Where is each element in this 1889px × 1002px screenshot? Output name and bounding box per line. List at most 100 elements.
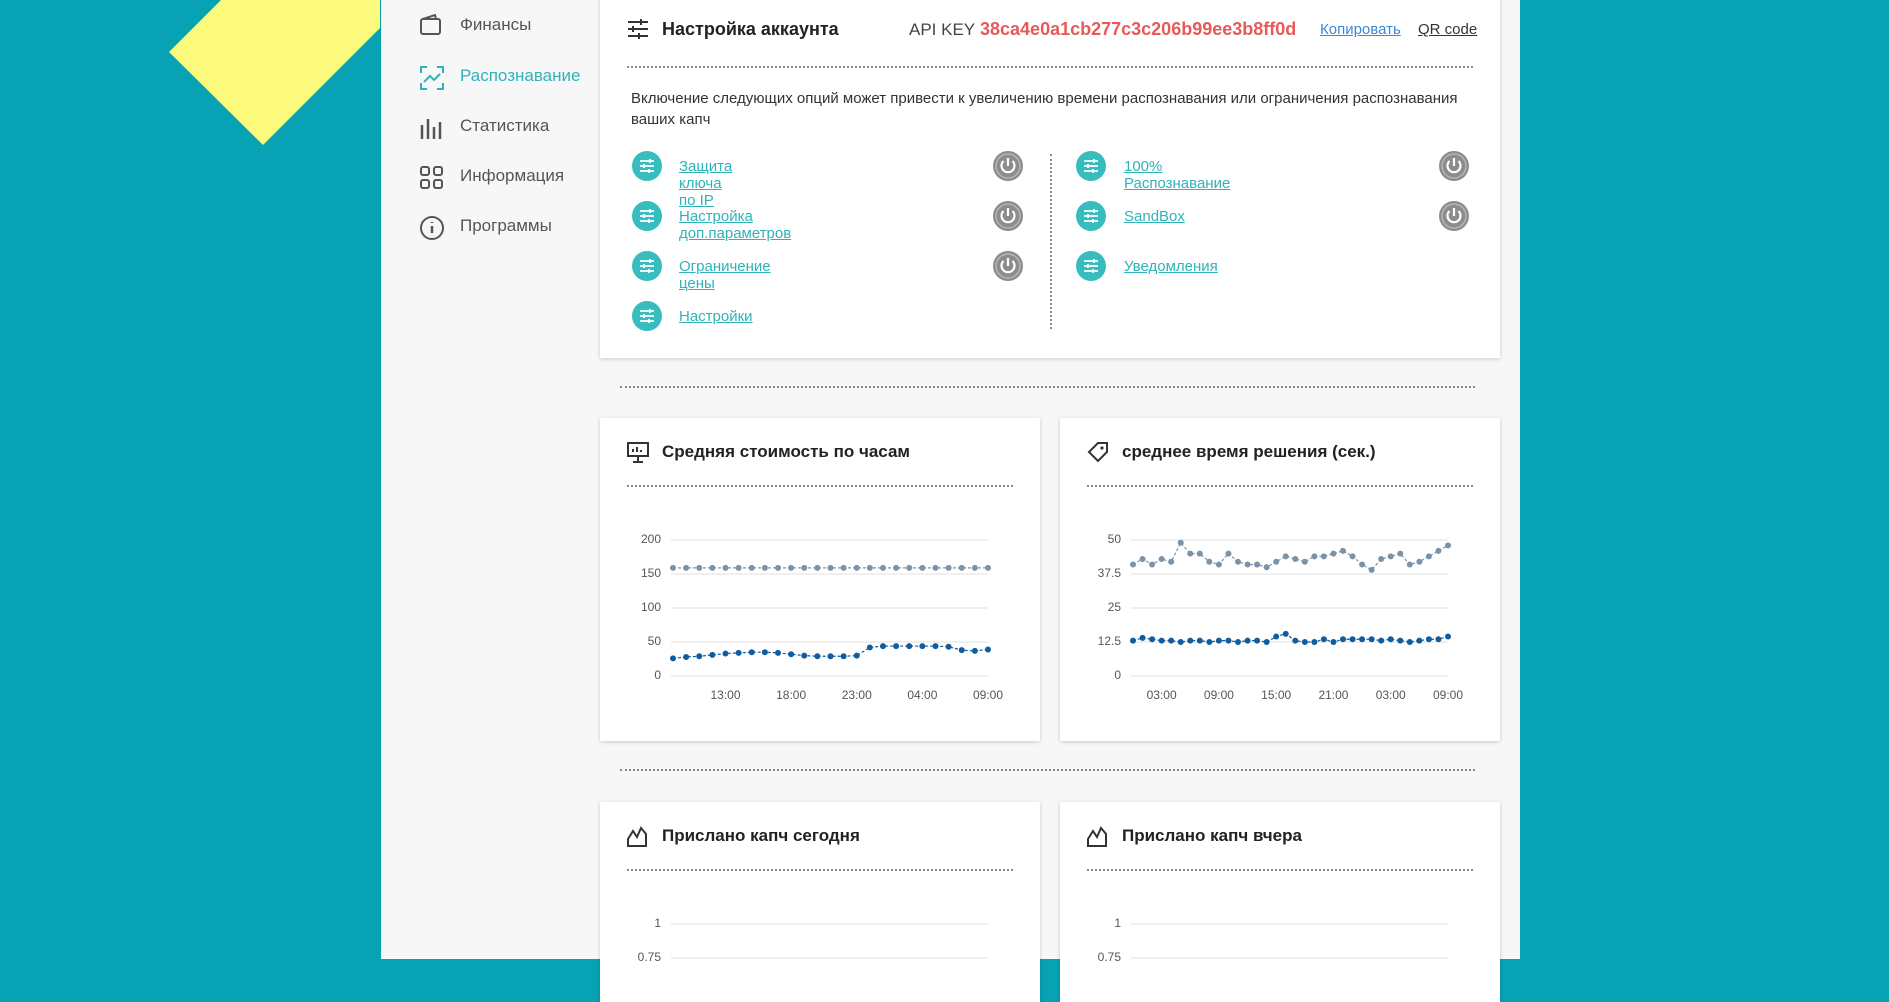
option-link[interactable]: Уведомления [1124, 258, 1218, 275]
point [1254, 637, 1261, 644]
card-title: Настройка аккаунта [662, 19, 839, 39]
point [1273, 558, 1280, 565]
chart: 0 50 100 150 200 13:00 18:00 23:00 04:00 09:00 [641, 532, 1003, 702]
point [683, 653, 690, 660]
point [1177, 539, 1184, 546]
nav-item[interactable]: Информация [460, 166, 565, 185]
x-tick-label: 09:00 [973, 688, 1003, 702]
option-link[interactable]: 100% Распознавание [1124, 158, 1231, 192]
series-line [1132, 633, 1449, 643]
toggle[interactable] [992, 200, 1024, 237]
point [1406, 639, 1413, 645]
point [722, 564, 729, 571]
point [1206, 639, 1213, 645]
separator [1087, 869, 1473, 871]
x-tick-label: 13:00 [710, 688, 740, 702]
x-tick-label: 03:00 [1147, 688, 1177, 702]
point [775, 564, 781, 571]
point [1301, 558, 1308, 565]
nav-item[interactable]: Финансы [460, 15, 532, 34]
point [1149, 636, 1156, 643]
divider [1050, 154, 1052, 329]
point [1311, 553, 1318, 560]
y-tick-label: 50 [648, 634, 662, 648]
nav-item[interactable]: Статистика [460, 116, 550, 135]
point [1282, 553, 1289, 560]
point [1445, 633, 1451, 640]
point [1168, 558, 1175, 565]
point [1158, 556, 1165, 563]
option-link[interactable]: Защита ключа по IP [679, 158, 733, 209]
point [1416, 558, 1423, 565]
point [1235, 639, 1241, 645]
point [1130, 637, 1136, 644]
point [840, 653, 847, 660]
page: Финансы Распознавание Статистика Информа… [169, 0, 1520, 1002]
point [1196, 550, 1203, 557]
point [1378, 637, 1385, 644]
point [748, 564, 755, 571]
point [1244, 561, 1251, 568]
icon [420, 66, 444, 90]
point [866, 644, 873, 651]
icon [1087, 442, 1108, 463]
point [1215, 637, 1222, 644]
icon [627, 826, 647, 847]
point [696, 564, 703, 571]
point [1168, 637, 1175, 644]
option-link[interactable]: Настройки [679, 308, 753, 325]
chart-title: Прислано капч вчера [1122, 826, 1302, 845]
point [971, 564, 978, 571]
separator [627, 869, 1013, 871]
option-link[interactable]: SandBox [1124, 208, 1185, 225]
chart-title: среднее время решения (сек.) [1122, 442, 1376, 461]
option-link[interactable]: Настройка доп.параметров [679, 208, 792, 242]
toggle[interactable] [1438, 200, 1470, 237]
point [1340, 636, 1346, 643]
point [893, 643, 900, 650]
point [932, 643, 939, 650]
point [985, 646, 991, 653]
api-key-label: API KEY [909, 20, 976, 39]
point [1177, 639, 1184, 645]
point [761, 649, 768, 656]
nav-item[interactable]: Распознавание [460, 66, 581, 85]
x-tick-label: 09:00 [1204, 688, 1234, 702]
toggle[interactable] [992, 250, 1024, 287]
point [1359, 561, 1366, 568]
point [906, 564, 913, 571]
point [1196, 637, 1203, 644]
chart-title: Прислано капч сегодня [662, 826, 860, 845]
point [670, 564, 676, 571]
copy-link[interactable]: Копировать [1320, 21, 1401, 38]
point [1130, 561, 1136, 568]
point [893, 564, 900, 571]
option-icon [632, 201, 662, 236]
point [827, 653, 834, 660]
qr-link[interactable]: QR code [1418, 21, 1478, 38]
point [906, 643, 913, 650]
chart-card: Средняя стоимость по часам 0 50 100 150 200 1… [600, 418, 1040, 741]
separator [627, 66, 1473, 68]
icon [420, 166, 443, 189]
point [814, 653, 821, 660]
nav-item[interactable]: Программы [460, 216, 552, 235]
point [971, 647, 978, 654]
point [1435, 547, 1442, 554]
point [709, 564, 716, 571]
y-tick-label: 0 [654, 668, 661, 682]
point [1254, 561, 1261, 568]
account-card: Настройка аккаунта API KEY 38ca4e0a1cb27… [600, 0, 1500, 358]
point [1282, 630, 1289, 637]
point [1187, 637, 1194, 644]
y-tick-label: 25 [1108, 600, 1122, 614]
option-icon [1076, 251, 1106, 286]
point [722, 650, 729, 657]
point [1273, 633, 1280, 640]
separator [627, 485, 1013, 487]
point [958, 647, 965, 654]
point [1368, 566, 1375, 573]
option-link[interactable]: Ограничение цены [679, 258, 771, 292]
toggle[interactable] [992, 150, 1024, 187]
toggle[interactable] [1438, 150, 1470, 187]
